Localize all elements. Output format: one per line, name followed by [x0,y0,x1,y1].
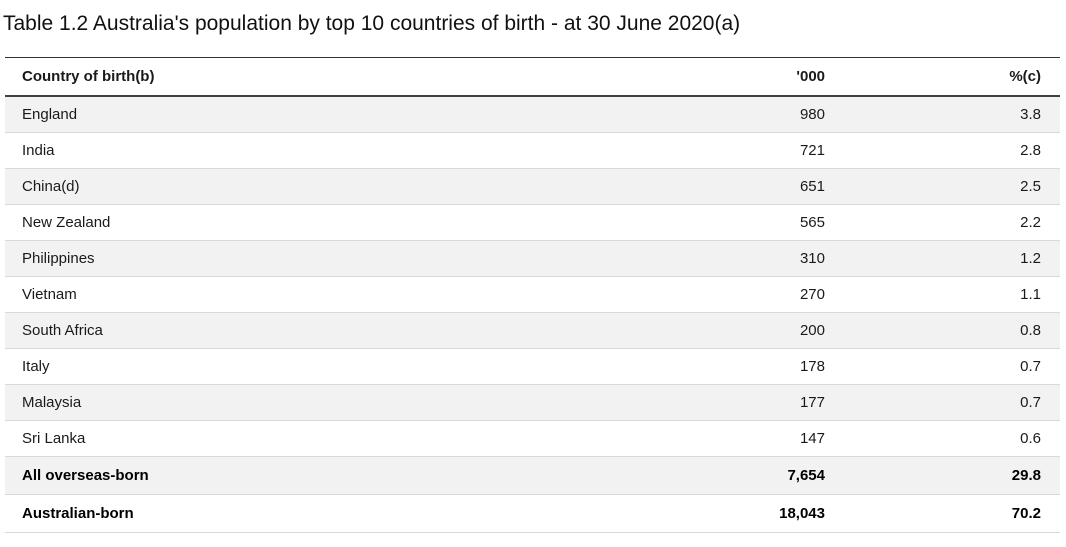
country-cell: Vietnam [5,276,590,313]
thousands-cell: 177 [590,384,825,421]
table-row: New Zealand 565 2.2 [5,204,1060,241]
thousands-cell: 147 [590,420,825,457]
summary-row: Australian-born 18,043 70.2 [5,494,1060,533]
country-cell: Philippines [5,240,590,277]
country-cell: Malaysia [5,384,590,421]
population-by-country-table: Country of birth(b) '000 %(c) England 980… [5,57,1060,533]
table-body: England 980 3.8 India 721 2.8 China(d) 651 2.5 Ne… [5,96,1060,533]
column-header-country: Country of birth(b) [5,57,590,97]
country-cell: Italy [5,348,590,385]
percent-cell: 0.6 [825,420,1060,457]
percent-cell: 0.7 [825,384,1060,421]
thousands-cell: 200 [590,312,825,349]
percent-cell: 1.1 [825,276,1060,313]
thousands-cell: 18,043 [590,494,825,533]
thousands-cell: 565 [590,204,825,241]
summary-row: All overseas-born 7,654 29.8 [5,456,1060,495]
percent-cell: 29.8 [825,456,1060,495]
country-cell: China(d) [5,168,590,205]
table-container: Country of birth(b) '000 %(c) England 980… [5,57,1066,533]
table-row: Philippines 310 1.2 [5,240,1060,277]
table-row: Sri Lanka 147 0.6 [5,420,1060,457]
column-header-thousands: '000 [590,57,825,97]
country-cell: New Zealand [5,204,590,241]
percent-cell: 2.2 [825,204,1060,241]
percent-cell: 3.8 [825,96,1060,133]
thousands-cell: 7,654 [590,456,825,495]
country-cell: India [5,132,590,169]
thousands-cell: 651 [590,168,825,205]
thousands-cell: 310 [590,240,825,277]
percent-cell: 1.2 [825,240,1060,277]
country-cell: South Africa [5,312,590,349]
percent-cell: 0.7 [825,348,1060,385]
table-row: China(d) 651 2.5 [5,168,1060,205]
column-header-percent: %(c) [825,57,1060,97]
country-cell: Sri Lanka [5,420,590,457]
percent-cell: 2.5 [825,168,1060,205]
thousands-cell: 178 [590,348,825,385]
thousands-cell: 270 [590,276,825,313]
header-row: Country of birth(b) '000 %(c) [5,57,1060,97]
country-cell: All overseas-born [5,456,590,495]
table-row: Italy 178 0.7 [5,348,1060,385]
thousands-cell: 980 [590,96,825,133]
thousands-cell: 721 [590,132,825,169]
table-header: Country of birth(b) '000 %(c) [5,57,1060,97]
table-row: Malaysia 177 0.7 [5,384,1060,421]
percent-cell: 0.8 [825,312,1060,349]
percent-cell: 2.8 [825,132,1060,169]
table-title: Table 1.2 Australia's population by top … [3,12,741,35]
table-row: Vietnam 270 1.1 [5,276,1060,313]
country-cell: Australian-born [5,494,590,533]
table-row: India 721 2.8 [5,132,1060,169]
table-row: England 980 3.8 [5,96,1060,133]
percent-cell: 70.2 [825,494,1060,533]
table-row: South Africa 200 0.8 [5,312,1060,349]
country-cell: England [5,96,590,133]
